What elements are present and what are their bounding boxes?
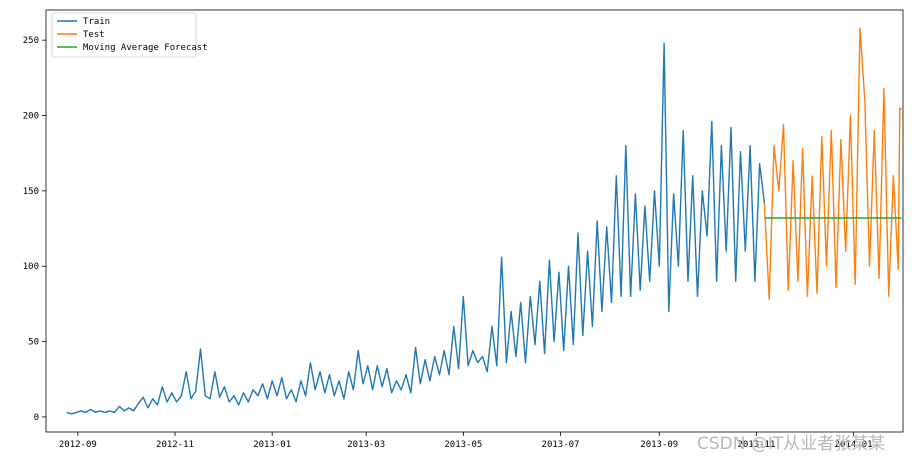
series-layer bbox=[66, 27, 902, 415]
series-line-test bbox=[763, 27, 902, 301]
x-tick-label: 2013-09 bbox=[640, 440, 678, 450]
y-tick-label: 100 bbox=[23, 262, 39, 272]
legend-label: Train bbox=[83, 17, 110, 27]
x-tick-label: 2013-03 bbox=[347, 440, 385, 450]
legend-label: Test bbox=[83, 30, 105, 40]
x-tick-label: 2013-07 bbox=[542, 440, 580, 450]
y-axis: 0 50 100 150 200 250 bbox=[23, 36, 46, 423]
x-tick-label: 2012-11 bbox=[156, 440, 194, 450]
legend-box bbox=[51, 12, 197, 58]
x-tick-label: 2013-05 bbox=[444, 440, 482, 450]
y-tick-label: 200 bbox=[23, 112, 39, 122]
legend: Train Test Moving Average Forecast bbox=[51, 12, 208, 58]
watermark: CSDN @IT从业者张某某 bbox=[697, 434, 885, 454]
legend-label: Moving Average Forecast bbox=[83, 43, 208, 53]
x-tick-label: 2013-11 bbox=[737, 440, 775, 450]
y-tick-label: 0 bbox=[34, 413, 39, 423]
y-tick-label: 50 bbox=[28, 338, 39, 348]
y-tick-label: 250 bbox=[23, 36, 39, 46]
x-axis: 2012-09 2012-11 2013-01 2013-03 2013-05 2013-… bbox=[59, 432, 873, 450]
y-tick-label: 150 bbox=[23, 187, 39, 197]
plot-area bbox=[45, 9, 904, 433]
x-tick-label: 2014-01 bbox=[835, 440, 873, 450]
x-tick-label: 2012-09 bbox=[59, 440, 97, 450]
x-tick-label: 2013-01 bbox=[253, 440, 291, 450]
series-line-train bbox=[66, 42, 766, 415]
